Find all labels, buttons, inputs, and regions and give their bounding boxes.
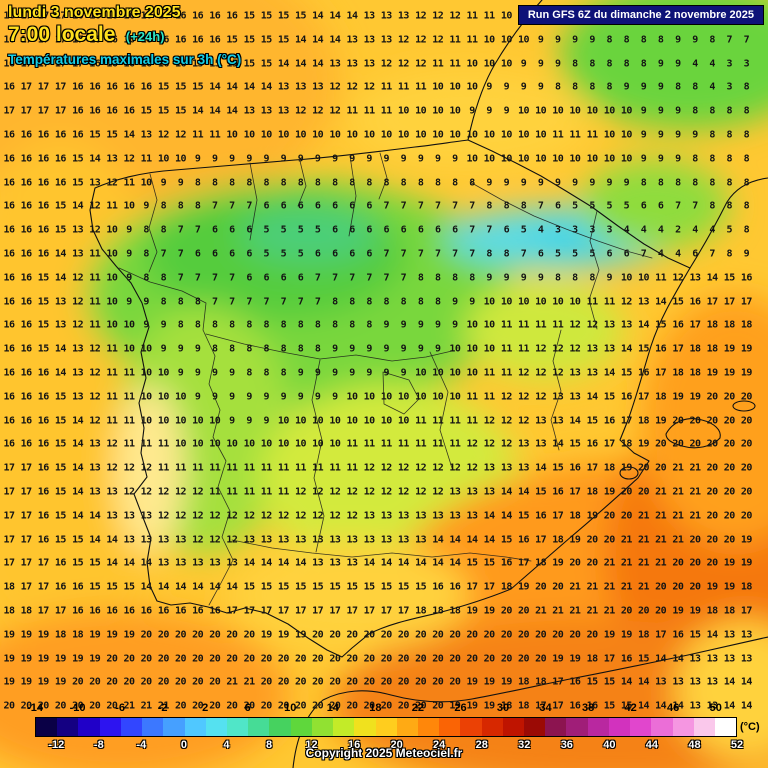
scale-cell [120, 718, 143, 736]
forecast-offset-label: (+24h) [125, 29, 165, 45]
scale-tick-label: 40 [603, 739, 616, 751]
scale-cell [375, 718, 397, 736]
scale-tick-label: 14 [326, 702, 339, 714]
scale-tick-label: 20 [390, 739, 403, 751]
scale-tick-label: 22 [411, 702, 425, 714]
scale-cell [460, 718, 482, 736]
map-header: lundi 3 novembre 2025 7:00 locale (+24h)… [8, 4, 241, 67]
time-row: 7:00 locale (+24h) [8, 23, 241, 47]
scale-tick-label: 12 [305, 739, 318, 751]
scale-cell [205, 718, 227, 736]
scale-cell [36, 718, 58, 736]
scale-tick-label: -6 [115, 702, 125, 714]
scale-cell [651, 718, 673, 736]
scale-cell [99, 718, 121, 736]
time-label: 7:00 locale [8, 23, 116, 47]
map-subtitle: Températures maximales sur 3h (°C) [8, 51, 242, 67]
internal-boundaries [148, 152, 653, 562]
scale-tick-label: 4 [223, 739, 230, 751]
scale-tick-label: 2 [202, 702, 209, 714]
scale-tick-label: 50 [709, 702, 722, 714]
scale-cell [693, 718, 715, 736]
menorca-island [732, 400, 756, 412]
mallorca-island [665, 418, 721, 449]
scale-cell [163, 718, 185, 736]
scale-cell [311, 718, 334, 736]
scale-cell [142, 718, 164, 736]
scale-cell [57, 718, 79, 736]
scale-tick-label: 38 [581, 702, 595, 714]
iberia-coastline [89, 139, 691, 658]
scale-tick-label: 16 [347, 739, 361, 751]
scale-cell [524, 718, 546, 736]
copyright-label: Copyright 2025 Meteociel.fr [305, 746, 463, 760]
scale-cell [566, 718, 588, 736]
scale-tick-label: -8 [93, 739, 104, 751]
scale-cell [417, 718, 440, 736]
scale-tick-label: 10 [284, 702, 297, 714]
scale-tick-label: 42 [624, 702, 637, 714]
scale-cell [269, 718, 291, 736]
scale-tick-label: 52 [730, 739, 744, 751]
scale-tick-label: 26 [454, 702, 467, 714]
portugal-spain-border [118, 267, 234, 606]
scale-cell [502, 718, 525, 736]
scale-tick-label: 44 [645, 739, 659, 751]
france-mediterranean-coastline [689, 177, 768, 269]
scale-tick-label: -4 [136, 739, 147, 751]
scale-tick-label: 28 [475, 739, 488, 751]
scale-tick-label: 24 [433, 739, 446, 751]
scale-tick-label: -12 [48, 739, 65, 751]
scale-tick-label: -14 [27, 702, 43, 714]
scale-cell [481, 718, 503, 736]
scale-cell [184, 718, 206, 736]
scale-tick-label: 18 [369, 702, 382, 714]
scale-unit-label: (°C) [740, 721, 760, 733]
scale-cell [248, 718, 270, 736]
scale-cell [396, 718, 418, 736]
scale-cell [608, 718, 631, 736]
scale-tick-label: 34 [539, 702, 552, 714]
scale-tick-label: 36 [560, 739, 573, 751]
scale-cell [354, 718, 376, 736]
scale-cell [545, 718, 567, 736]
scale-tick-label: -2 [157, 702, 168, 714]
scale-bar-cells [35, 717, 737, 737]
scale-tick-label: 0 [180, 739, 187, 751]
ibiza-island [619, 466, 639, 480]
scale-tick-label: 46 [667, 702, 680, 714]
scale-cell [78, 718, 100, 736]
scale-tick-label: 6 [244, 702, 251, 714]
africa-coastline [292, 636, 768, 768]
scale-tick-label: -10 [69, 702, 86, 714]
scale-cell [290, 718, 312, 736]
scale-cell [672, 718, 694, 736]
scale-tick-label: 8 [265, 739, 273, 751]
scale-cell [333, 718, 355, 736]
scale-tick-label: 32 [518, 739, 531, 751]
run-info-label: Run GFS 6Z du dimanche 2 novembre 2025 [527, 9, 754, 21]
scale-cell [715, 718, 737, 736]
scale-cell [226, 718, 249, 736]
scale-tick-label: 30 [496, 702, 510, 714]
date-label: lundi 3 novembre 2025 [8, 4, 181, 21]
scale-cell [439, 718, 461, 736]
scale-cell [630, 718, 652, 736]
scale-tick-label: 48 [688, 739, 701, 751]
run-info-box: Run GFS 6Z du dimanche 2 novembre 2025 [517, 5, 764, 25]
scale-cell [587, 718, 609, 736]
